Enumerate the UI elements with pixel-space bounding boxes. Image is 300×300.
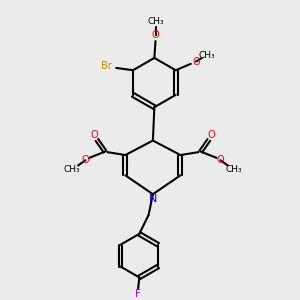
Text: O: O xyxy=(207,130,215,140)
Text: CH₃: CH₃ xyxy=(225,165,242,174)
Text: CH₃: CH₃ xyxy=(64,165,81,174)
Text: O: O xyxy=(82,155,89,165)
Text: CH₃: CH₃ xyxy=(199,51,215,60)
Text: N: N xyxy=(149,194,157,204)
Text: O: O xyxy=(152,30,159,40)
Text: F: F xyxy=(135,289,141,299)
Text: O: O xyxy=(217,155,224,165)
Text: CH₃: CH₃ xyxy=(147,17,164,26)
Text: O: O xyxy=(91,130,98,140)
Text: O: O xyxy=(192,56,200,67)
Text: Br: Br xyxy=(101,61,112,71)
